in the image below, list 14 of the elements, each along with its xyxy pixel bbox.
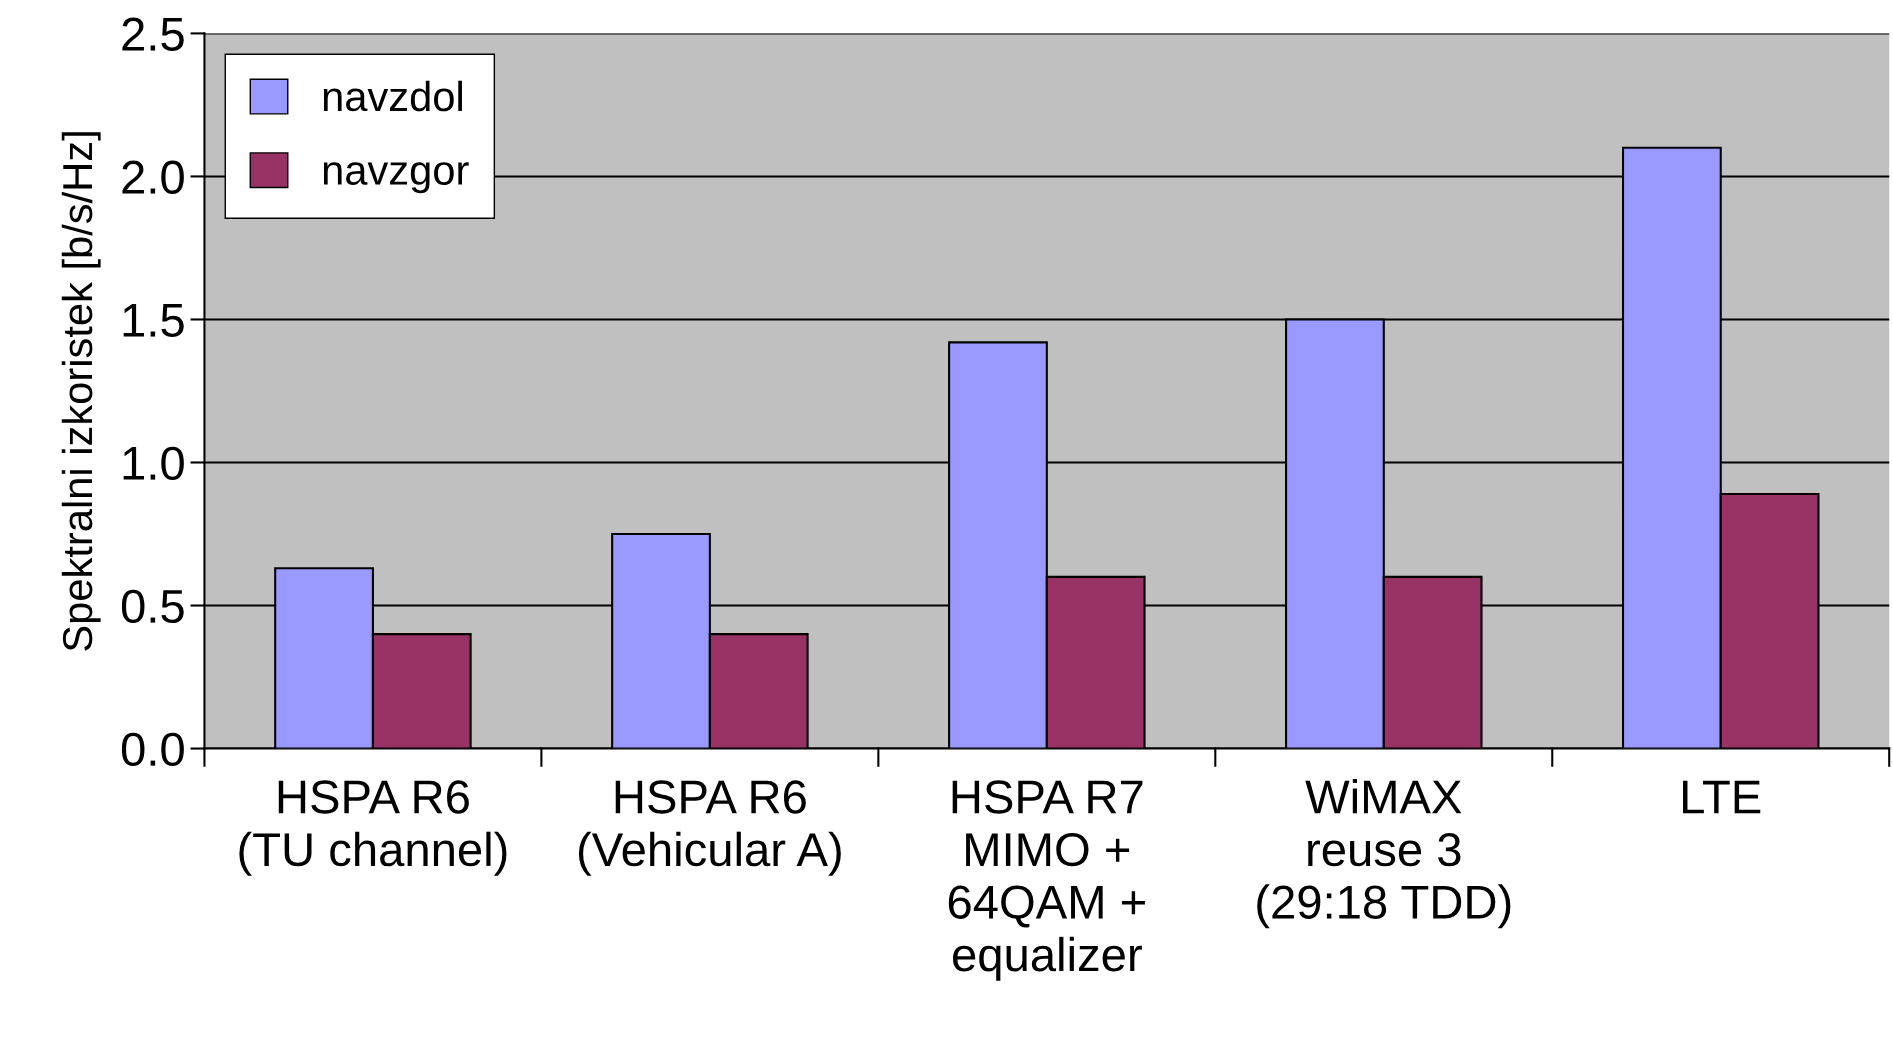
y-tick-label: 2.5 xyxy=(122,17,184,51)
y-tick-label: 2.0 xyxy=(122,160,184,195)
y-tick-label: 0.5 xyxy=(121,589,184,624)
x-tick-label: HSPA R7 MIMO + 64QAM + equalizer xyxy=(948,780,1145,981)
x-tick-label: HSPA R6 (TU channel) xyxy=(239,780,507,876)
y-tick-label: 0.0 xyxy=(121,732,184,767)
y-tick-label: 1.0 xyxy=(123,446,184,481)
legend-label: navzdol xyxy=(323,80,462,112)
x-tick-label: HSPA R6 (Vehicular A) xyxy=(578,780,841,876)
y-tick-label: 1.5 xyxy=(123,304,184,338)
legend-label: navzgor xyxy=(323,162,469,194)
x-tick-label: LTE xyxy=(1683,780,1761,814)
y-axis-title: Spektralni izkoristek [b/s/Hz] xyxy=(61,132,101,651)
x-tick-label: WiMAX reuse 3 (29:18 TDD) xyxy=(1257,779,1511,929)
